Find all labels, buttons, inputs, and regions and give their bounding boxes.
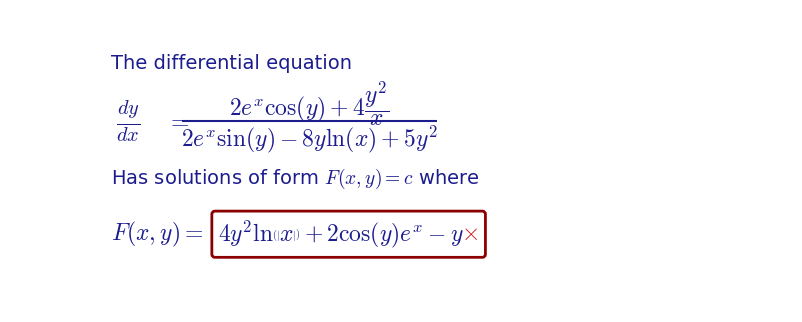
Text: $=$: $=$ [166, 110, 189, 132]
Text: $2e^x \sin(y) - 8y\ln(x) + 5y^2$: $2e^x \sin(y) - 8y\ln(x) + 5y^2$ [181, 124, 438, 155]
Text: $2e^x \cos(y) + 4\dfrac{y^2}{x}$: $2e^x \cos(y) + 4\dfrac{y^2}{x}$ [229, 79, 390, 128]
Text: $\frac{dy}{dx}$: $\frac{dy}{dx}$ [115, 99, 140, 144]
Text: Has solutions of form $F(x, y) = c$ where: Has solutions of form $F(x, y) = c$ wher… [111, 167, 480, 191]
FancyBboxPatch shape [212, 211, 485, 257]
Text: $\mathbf{\times}$: $\mathbf{\times}$ [460, 224, 477, 245]
Text: $F(x, y) =$: $F(x, y) =$ [111, 220, 204, 249]
Text: The differential equation: The differential equation [111, 54, 352, 73]
Text: $4y^2\ln\!\left(\left|x\right|\right) + 2\cos(y)e^{x} - y$: $4y^2\ln\!\left(\left|x\right|\right) + … [217, 219, 464, 250]
